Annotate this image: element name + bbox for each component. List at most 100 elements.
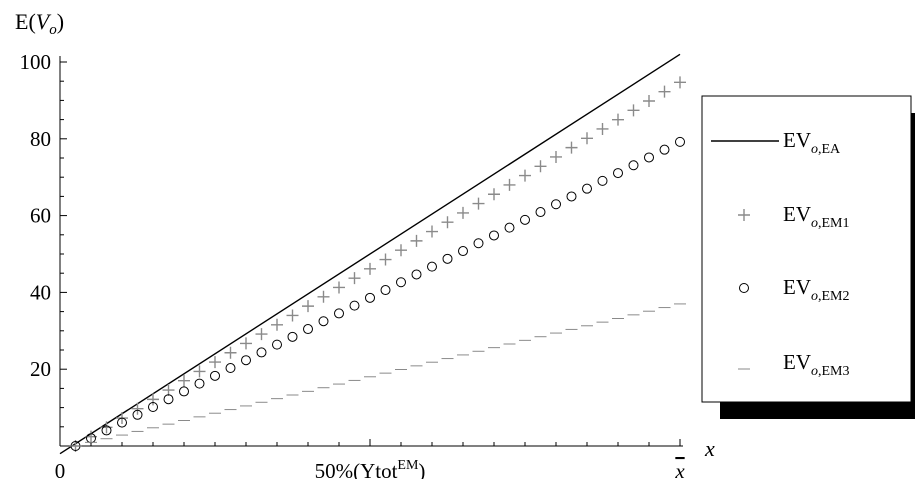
point-plus-em1	[255, 328, 268, 341]
point-circle-em2	[287, 331, 298, 342]
y-axis-label: E(Vo)	[15, 9, 64, 38]
point-circle-em2	[535, 207, 546, 218]
point-circle-em2	[334, 308, 344, 319]
point-circle-em2	[380, 285, 391, 296]
point-circle-em2	[442, 253, 453, 264]
legend-label-sub: ,EM3	[818, 364, 850, 379]
y-tick-label: 80	[30, 127, 51, 151]
point-plus-em1	[658, 85, 671, 98]
point-circle-em2	[241, 355, 251, 366]
point-plus-em1	[519, 169, 531, 182]
point-plus-em1	[162, 384, 175, 397]
point-circle-em2	[458, 246, 468, 257]
point-circle-em2	[132, 409, 143, 420]
point-circle-em2	[597, 175, 608, 186]
point-plus-em1	[674, 76, 686, 89]
legend-label-base: EV	[783, 275, 811, 299]
point-plus-em1	[131, 402, 144, 415]
y-axis-label-var: V	[36, 9, 52, 34]
point-circle-em2	[210, 370, 220, 381]
point-circle-em2	[566, 191, 577, 202]
legend-label: EVo,EM3	[783, 350, 850, 379]
point-plus-em1	[612, 113, 624, 126]
point-circle-em2	[256, 347, 267, 358]
point-plus-em1	[286, 309, 299, 322]
legend-box	[701, 95, 912, 403]
legend-label-sub-italic: o	[811, 142, 818, 157]
point-plus-em1	[488, 188, 500, 201]
legend-label-sub-italic: o	[811, 364, 818, 379]
point-circle-em2	[628, 160, 639, 171]
point-plus-em1	[302, 300, 314, 313]
x-tick-text: 0	[55, 459, 66, 479]
point-plus-em1	[441, 216, 454, 229]
point-circle-em2	[582, 183, 592, 194]
point-plus-em1	[317, 290, 330, 303]
point-circle-em2	[411, 269, 422, 280]
point-circle-em2	[148, 402, 158, 413]
point-circle-em2	[520, 214, 530, 225]
y-axis-label-base: E(	[15, 9, 36, 34]
y-axis-label-close: )	[57, 9, 64, 34]
point-plus-em1	[147, 393, 159, 406]
x-tick-label: x	[674, 459, 685, 479]
y-tick-label: 40	[30, 280, 51, 304]
legend-label-sub-italic: o	[811, 216, 818, 231]
x-tick-text-after: )	[418, 459, 425, 479]
point-circle-em2	[504, 222, 515, 233]
legend-label-base: EV	[783, 350, 811, 374]
y-axis-label-sub: o	[49, 22, 57, 38]
point-plus-em1	[550, 150, 562, 163]
point-circle-em2	[365, 292, 375, 303]
point-circle-em2	[644, 152, 654, 163]
point-circle-em2	[551, 199, 561, 210]
point-circle-em2	[163, 394, 174, 405]
point-plus-em1	[472, 197, 485, 210]
point-circle-em2	[117, 417, 127, 428]
legend-label: EVo,EA	[783, 128, 841, 157]
legend-marker	[739, 283, 749, 293]
point-plus-em1	[224, 346, 237, 359]
point-plus-em1	[333, 281, 345, 294]
point-plus-em1	[565, 141, 578, 154]
legend-label-sub: ,EM1	[818, 216, 850, 231]
x-tick-text: 50%(Ytot	[315, 459, 398, 479]
point-circle-em2	[194, 378, 205, 389]
point-circle-em2	[427, 261, 437, 272]
point-circle-em2	[659, 144, 670, 155]
y-tick-label: 100	[20, 50, 52, 74]
point-plus-em1	[534, 160, 547, 173]
point-plus-em1	[426, 225, 438, 238]
series-line-ea	[59, 53, 681, 455]
legend-label-sub: ,EA	[818, 142, 841, 157]
x-tick-sup: EM	[397, 458, 419, 473]
point-circle-em2	[675, 136, 685, 147]
point-plus-em1	[410, 234, 423, 247]
point-plus-em1	[503, 178, 516, 191]
point-circle-em2	[349, 300, 360, 311]
legend-label-base: EV	[783, 128, 811, 152]
point-plus-em1	[348, 272, 361, 285]
y-tick-label: 60	[30, 204, 51, 228]
point-plus-em1	[271, 318, 283, 331]
point-plus-em1	[379, 253, 392, 266]
point-circle-em2	[318, 316, 329, 327]
point-plus-em1	[209, 356, 221, 369]
point-plus-em1	[643, 95, 655, 108]
y-tick-label: 20	[30, 357, 51, 381]
point-plus-em1	[240, 337, 252, 350]
point-plus-em1	[581, 132, 593, 145]
point-circle-em2	[179, 386, 189, 397]
legend-label: EVo,EM1	[783, 202, 850, 231]
point-plus-em1	[457, 206, 469, 219]
legend-marker	[738, 209, 750, 221]
x-tick-label: 50%(YtotEM)	[315, 458, 426, 479]
point-plus-em1	[395, 244, 407, 257]
x-tick-label: 0	[55, 459, 66, 479]
point-circle-em2	[272, 339, 282, 350]
point-plus-em1	[193, 365, 206, 378]
point-circle-em2	[473, 238, 484, 249]
point-plus-em1	[596, 122, 609, 135]
